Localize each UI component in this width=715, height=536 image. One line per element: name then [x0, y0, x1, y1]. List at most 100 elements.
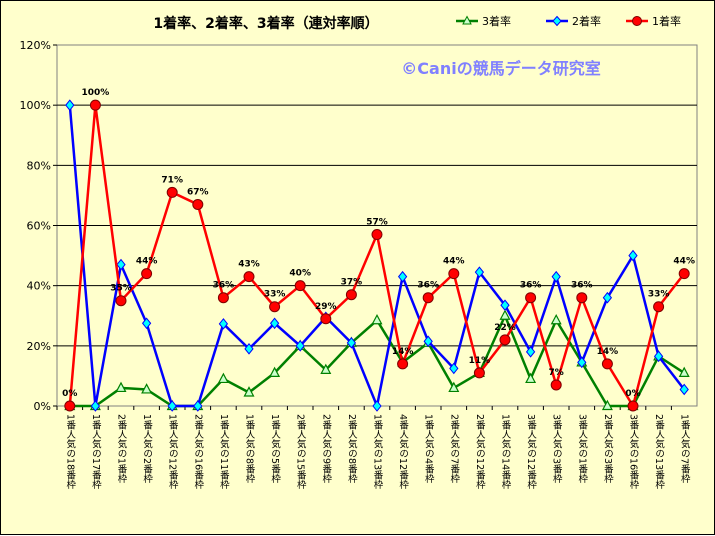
data-point	[269, 366, 281, 378]
data-point	[243, 271, 255, 283]
data-point	[500, 299, 510, 312]
x-tick-label: 2番人気の16番枠	[192, 414, 204, 490]
data-label: 71%	[161, 175, 183, 185]
data-point	[65, 99, 75, 111]
y-tick-label: 40%	[27, 280, 51, 293]
data-point	[499, 334, 511, 346]
legend-item: 2着率	[546, 14, 601, 28]
legend-label: 1着率	[652, 14, 681, 28]
data-label: 36%	[520, 281, 542, 291]
x-tick-label: 1番人気の14番枠	[500, 414, 512, 490]
x-tick-label: 2番人気の1番枠	[116, 414, 128, 484]
data-labels: 0% 100% 35% 44% 71% 67% 36% 43% 33% 40% 29% 37% 57% 1…	[62, 88, 695, 399]
data-point	[116, 258, 126, 271]
x-tick-label: 2番人気の12番枠	[474, 414, 486, 490]
data-label: 36%	[417, 281, 439, 291]
data-label: 11%	[469, 356, 491, 366]
legend-label: 3着率	[482, 14, 511, 28]
data-point	[294, 280, 306, 292]
data-label: 29%	[315, 302, 337, 312]
data-point	[371, 229, 383, 241]
x-tick-label: 2番人気の9番枠	[320, 414, 332, 484]
data-label: 0%	[625, 389, 640, 399]
data-point	[346, 337, 357, 349]
data-point	[678, 268, 690, 280]
x-tick-label: 4番人気の12番枠	[397, 414, 409, 490]
data-point	[192, 198, 204, 210]
data-point	[679, 383, 689, 396]
data-point	[525, 346, 536, 358]
data-label: 36%	[213, 281, 235, 291]
data-label: 33%	[648, 290, 670, 300]
data-point	[320, 313, 332, 325]
data-point	[295, 340, 305, 352]
data-label: 22%	[494, 323, 516, 333]
data-label: 44%	[673, 257, 695, 267]
data-label: 35%	[110, 284, 132, 294]
data-point	[371, 313, 383, 325]
data-point	[64, 400, 76, 412]
data-point	[550, 313, 562, 325]
data-point	[115, 295, 127, 307]
y-axis: 0% 20% 40% 60% 80% 100% 120%	[20, 39, 57, 413]
data-point	[653, 301, 665, 313]
data-label: 14%	[392, 347, 414, 357]
data-point	[550, 379, 562, 391]
series-group	[64, 99, 690, 412]
data-label: 37%	[341, 278, 363, 288]
data-point	[653, 350, 664, 363]
data-label: 40%	[289, 269, 311, 279]
data-label: 100%	[81, 88, 109, 98]
data-point	[141, 383, 153, 394]
x-tick-label: 2番人気の13番枠	[653, 414, 665, 490]
data-point	[89, 99, 101, 111]
data-point	[167, 400, 177, 412]
x-tick-label: 3番人気の3番枠	[551, 414, 563, 484]
data-point	[448, 268, 460, 280]
x-tick-label: 1番人気の11番枠	[218, 414, 230, 490]
data-label: 67%	[187, 187, 209, 197]
x-tick-label: 2番人気の7番枠	[448, 414, 460, 484]
data-point	[218, 318, 229, 330]
x-tick-label: 3番人気の1番枠	[576, 414, 588, 484]
x-tick-label: 3番人気の16番枠	[628, 414, 640, 490]
series-1着率	[64, 99, 690, 412]
gridlines	[57, 104, 697, 347]
data-point	[243, 386, 255, 397]
y-tick-label: 100%	[20, 99, 51, 112]
data-label: 36%	[571, 281, 593, 291]
x-tick-label: 1番人気の13番枠	[372, 414, 384, 490]
legend-item: 1着率	[626, 14, 681, 28]
data-point	[422, 292, 434, 304]
legend-label: 2着率	[572, 14, 601, 28]
data-point	[473, 367, 485, 379]
y-tick-label: 60%	[27, 220, 51, 233]
data-point	[525, 372, 537, 384]
data-point	[474, 266, 485, 278]
data-point	[372, 400, 382, 412]
y-tick-label: 20%	[27, 340, 51, 353]
data-label: 44%	[136, 257, 158, 267]
data-label: 43%	[238, 260, 260, 270]
data-point	[193, 400, 203, 412]
data-label: 33%	[264, 290, 286, 300]
x-tick-label: 1番人気の12番枠	[167, 414, 179, 490]
data-point	[90, 400, 101, 412]
x-tick-label: 2番人気の15番枠	[295, 414, 307, 490]
data-label: 0%	[62, 389, 77, 399]
data-point	[397, 270, 408, 283]
legend-marker	[552, 15, 562, 27]
x-tick-label: 1番人気の8番枠	[244, 414, 256, 484]
data-point	[423, 335, 433, 348]
data-point	[166, 186, 178, 198]
data-point	[141, 317, 152, 330]
data-label: 7%	[549, 368, 564, 378]
data-point	[397, 358, 409, 370]
x-axis: 1番人気の18番枠 1番人気の17番枠 2番人気の1番枠 1番人気の2番枠 1番人気の1…	[56, 406, 690, 490]
data-point	[320, 363, 332, 374]
y-tick-label: 120%	[20, 39, 51, 52]
legend-item: 3着率	[456, 14, 511, 28]
legend-marker	[462, 15, 472, 25]
